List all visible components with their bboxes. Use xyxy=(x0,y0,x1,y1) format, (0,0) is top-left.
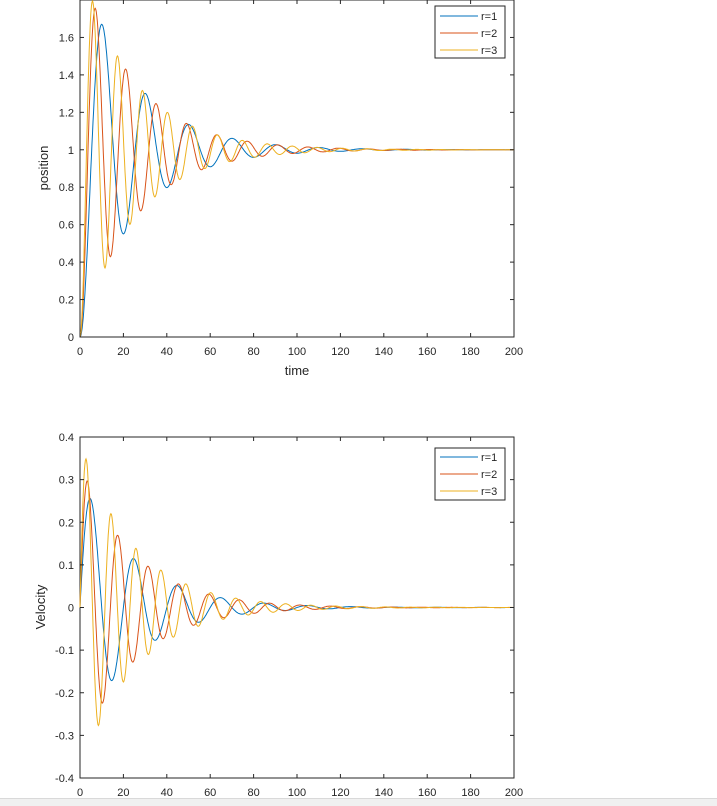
ytick-label: 0.2 xyxy=(59,295,74,307)
xtick-label: 180 xyxy=(461,346,479,358)
velocity-yticks: -0.4 -0.3 -0.2 -0.1 0 0.1 0.2 0.3 0.4 xyxy=(55,432,514,785)
xtick-label: 160 xyxy=(418,346,436,358)
velocity-legend-label-r1: r=1 xyxy=(481,452,497,464)
xtick-label: 140 xyxy=(375,346,393,358)
xtick-label: 20 xyxy=(117,346,129,358)
window-bottom-strip xyxy=(0,798,717,806)
velocity-curves xyxy=(79,457,514,727)
position-legend-label-r2: r=2 xyxy=(481,28,497,40)
position-yticks: 0 0.2 0.4 0.6 0.8 1 1.2 1.4 1.6 xyxy=(59,32,514,344)
xtick-label: 0 xyxy=(77,346,83,358)
xtick-label: 180 xyxy=(461,787,479,799)
position-legend-label-r3: r=3 xyxy=(481,45,497,57)
position-legend: r=1 r=2 r=3 xyxy=(434,5,506,59)
position-xlabel: time xyxy=(285,363,310,378)
xtick-label: 60 xyxy=(204,346,216,358)
xtick-label: 80 xyxy=(247,346,259,358)
ytick-label: 0 xyxy=(68,332,74,344)
ytick-label: 1.6 xyxy=(59,32,74,44)
position-curves xyxy=(79,0,514,338)
ytick-label: 0 xyxy=(68,603,74,615)
xtick-label: 160 xyxy=(418,787,436,799)
ytick-label: 0.6 xyxy=(59,220,74,232)
velocity-legend: r=1 r=2 r=3 xyxy=(434,447,506,501)
ytick-label: -0.1 xyxy=(55,645,74,657)
velocity-legend-label-r2: r=2 xyxy=(481,469,497,481)
xtick-label: 60 xyxy=(204,787,216,799)
xtick-label: 140 xyxy=(375,787,393,799)
ytick-label: 0.2 xyxy=(59,517,74,529)
series-line-r3 xyxy=(79,457,514,727)
ytick-label: 1.2 xyxy=(59,107,74,119)
ytick-label: 0.3 xyxy=(59,475,74,487)
ytick-label: -0.4 xyxy=(55,773,74,785)
ytick-label: 1 xyxy=(68,145,74,157)
xtick-label: 120 xyxy=(331,787,349,799)
xtick-label: 40 xyxy=(161,787,173,799)
ytick-label: 0.4 xyxy=(59,432,74,444)
xtick-label: 100 xyxy=(288,346,306,358)
velocity-ylabel: Velocity xyxy=(33,584,48,629)
xtick-label: 40 xyxy=(161,346,173,358)
ytick-label: -0.2 xyxy=(55,688,74,700)
ytick-label: -0.3 xyxy=(55,730,74,742)
velocity-legend-label-r3: r=3 xyxy=(481,486,497,498)
xtick-label: 120 xyxy=(331,346,349,358)
xtick-label: 80 xyxy=(247,787,259,799)
ytick-label: 1.4 xyxy=(59,70,74,82)
xtick-label: 20 xyxy=(117,787,129,799)
xtick-label: 200 xyxy=(505,346,523,358)
velocity-plot: 0 20 40 60 80 100 120 140 160 180 200 -0.4 -0.3 -0.2… xyxy=(33,432,523,799)
position-legend-label-r1: r=1 xyxy=(481,11,497,23)
position-legend-box xyxy=(434,5,506,59)
xtick-label: 100 xyxy=(288,787,306,799)
position-xticks: 0 20 40 60 80 100 120 140 160 180 200 xyxy=(77,0,523,358)
xtick-label: 0 xyxy=(77,787,83,799)
velocity-xticks: 0 20 40 60 80 100 120 140 160 180 200 xyxy=(77,437,523,799)
ytick-label: 0.8 xyxy=(59,182,74,194)
ytick-label: 0.1 xyxy=(59,560,74,572)
series-line-r3 xyxy=(79,0,514,338)
position-ylabel: position xyxy=(36,146,51,191)
ytick-label: 0.4 xyxy=(59,257,74,269)
xtick-label: 200 xyxy=(505,787,523,799)
position-plot: 0 20 40 60 80 100 120 140 160 180 200 0 0.2 0.4 0.6 0.… xyxy=(36,0,523,378)
